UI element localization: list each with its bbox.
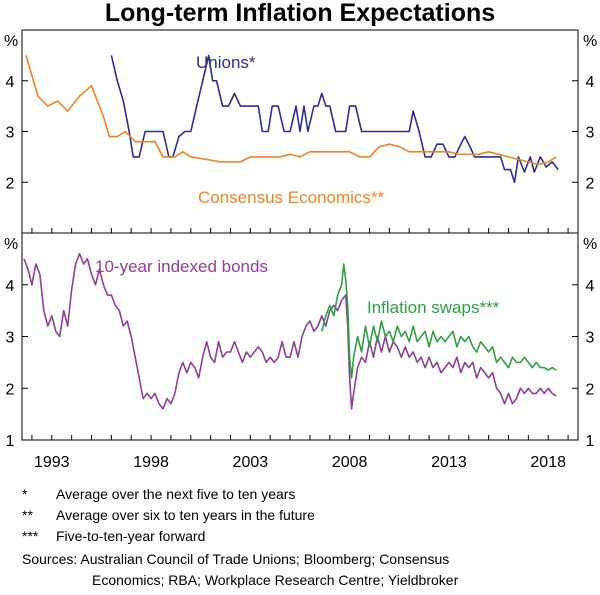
x-tick-label: 2013 — [431, 454, 467, 471]
chart-notes: * Average over the next five to ten year… — [22, 484, 592, 591]
unit-label-right: % — [583, 33, 597, 50]
note-text: Average over the next five to ten years — [56, 486, 296, 502]
y-tick-label-right: 4 — [586, 74, 595, 91]
x-tick-label: 1998 — [133, 454, 169, 471]
series-line-top-1 — [25, 55, 557, 166]
y-tick-label-left: 2 — [6, 175, 15, 192]
series-label-top-0: Unions* — [196, 53, 256, 72]
y-tick-label-right: 2 — [586, 381, 595, 398]
note-symbol: ** — [22, 507, 33, 523]
series-label-top-1: Consensus Economics** — [198, 188, 385, 207]
unit-label-right: % — [583, 236, 597, 253]
y-tick-label-right: 3 — [586, 330, 595, 347]
chart-frame — [21, 29, 579, 441]
x-tick-label: 1993 — [34, 454, 70, 471]
x-tick-label: 2003 — [233, 454, 269, 471]
y-tick-label-right: 4 — [586, 278, 595, 295]
y-tick-label-left: 3 — [6, 330, 15, 347]
x-tick-label: 2018 — [530, 454, 566, 471]
y-tick-label-right: 1 — [586, 433, 595, 450]
y-tick-label-right: 2 — [586, 175, 595, 192]
series-line-top-0 — [110, 54, 559, 184]
unit-label-left: % — [4, 33, 18, 50]
series-label-bottom-0: 10-year indexed bonds — [95, 257, 268, 276]
sources-line-2: Economics; RBA; Workplace Research Centr… — [92, 572, 459, 588]
note-symbol: * — [22, 486, 28, 502]
x-tick-label: 2008 — [332, 454, 368, 471]
series-label-bottom-1: Inflation swaps*** — [367, 298, 500, 317]
y-tick-label-left: 3 — [6, 125, 15, 142]
y-tick-label-left: 2 — [6, 381, 15, 398]
y-tick-label-left: 1 — [6, 433, 15, 450]
note-symbol: *** — [22, 528, 39, 544]
unit-label-left: % — [4, 236, 18, 253]
chart-title: Long-term Inflation Expectations — [105, 0, 495, 27]
y-tick-label-right: 3 — [586, 125, 595, 142]
note-swaps: *** Five-to-ten-year forward — [22, 526, 592, 547]
note-consensus: ** Average over six to ten years in the … — [22, 505, 592, 526]
note-text: Average over six to ten years in the fut… — [56, 507, 315, 523]
y-tick-label-left: 4 — [6, 74, 15, 91]
y-tick-label-left: 4 — [6, 278, 15, 295]
note-text: Five-to-ten-year forward — [56, 528, 206, 544]
sources-line-1: Sources: Australian Council of Trade Uni… — [22, 551, 450, 567]
series-line-bottom-0 — [23, 252, 557, 410]
series-line-bottom-1 — [321, 263, 557, 379]
note-unions: * Average over the next five to ten year… — [22, 484, 592, 505]
